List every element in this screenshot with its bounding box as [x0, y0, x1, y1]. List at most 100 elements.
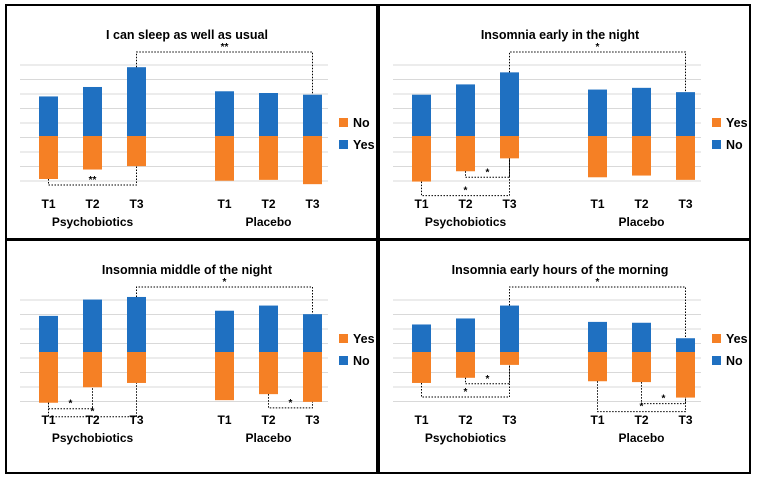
tick-label: T2	[261, 413, 275, 427]
legend-label: Yes	[726, 116, 748, 130]
bar-no	[303, 314, 322, 352]
bar-no	[412, 324, 431, 352]
bar-yes	[456, 136, 475, 171]
tick-label: T1	[217, 413, 231, 427]
tick-label: T1	[41, 197, 55, 211]
tick-label: T2	[634, 197, 648, 211]
bar-yes	[127, 352, 146, 383]
bar-no	[83, 136, 102, 170]
chart-title: Insomnia early hours of the morning	[452, 263, 669, 277]
bar-no	[632, 323, 651, 352]
bar-no	[456, 318, 475, 352]
bar-yes	[632, 352, 651, 382]
bar-yes	[215, 352, 234, 400]
legend-label: No	[726, 138, 743, 152]
chart-title: Insomnia middle of the night	[102, 263, 273, 277]
bar-no	[632, 88, 651, 136]
bar-no	[127, 136, 146, 166]
bar-yes	[39, 352, 58, 403]
bar-yes	[39, 96, 58, 136]
significance-label: *	[662, 394, 666, 405]
tick-label: T2	[458, 413, 472, 427]
bar-yes	[676, 136, 695, 180]
tick-label: T3	[305, 413, 319, 427]
significance-label: *	[596, 42, 600, 53]
significance-label: *	[464, 387, 468, 398]
bar-yes	[259, 352, 278, 394]
tick-label: T2	[458, 197, 472, 211]
group-label: Placebo	[618, 215, 664, 229]
significance-bracket	[137, 52, 313, 95]
legend-label: No	[353, 354, 370, 368]
legend-label: Yes	[353, 138, 375, 152]
tick-label: T2	[85, 197, 99, 211]
bar-yes	[500, 352, 519, 365]
bar-yes	[632, 136, 651, 176]
bar-yes	[588, 136, 607, 177]
bar-yes	[83, 352, 102, 387]
tick-label: T2	[261, 197, 275, 211]
tick-label: T1	[217, 197, 231, 211]
bar-no	[127, 297, 146, 352]
bar-no	[259, 136, 278, 180]
significance-bracket	[137, 287, 313, 314]
significance-label: *	[464, 186, 468, 197]
tick-label: T3	[678, 197, 692, 211]
bar-no	[303, 136, 322, 184]
bar-no	[83, 300, 102, 352]
bar-yes	[412, 352, 431, 383]
bar-yes	[215, 91, 234, 136]
bar-no	[215, 311, 234, 352]
legend-label: Yes	[353, 332, 375, 346]
bar-no	[39, 136, 58, 179]
bar-no	[676, 92, 695, 136]
chart-panel-2: Insomnia early in the night T1 T2 T3 T1 T2 T3 P…	[379, 5, 750, 239]
chart-panel-3: Insomnia middle of the nightT1 T2 T3 T1 T2 T3…	[6, 240, 377, 473]
tick-label: T3	[129, 413, 143, 427]
bar-yes	[456, 352, 475, 378]
legend-swatch	[339, 356, 348, 365]
significance-label: *	[223, 277, 227, 288]
tick-label: T1	[590, 413, 604, 427]
tick-label: T3	[305, 197, 319, 211]
significance-label: *	[69, 399, 73, 410]
significance-label: *	[596, 277, 600, 288]
tick-label: T3	[502, 197, 516, 211]
bar-yes	[127, 67, 146, 136]
bar-yes	[259, 93, 278, 136]
significance-label: **	[221, 42, 229, 53]
group-label: Placebo	[618, 431, 664, 445]
chart-grid: I can sleep as well as usualT1 T2 T3 T1 T2 T3…	[0, 0, 757, 479]
bar-yes	[676, 352, 695, 398]
chart-panel-4: Insomnia early hours of the morning T1 T2 T…	[379, 240, 750, 473]
significance-label: *	[640, 402, 644, 413]
bar-no	[456, 84, 475, 136]
legend-swatch	[712, 118, 721, 127]
figure: I can sleep as well as usual T1 T2 T3 T1 T2 T3…	[0, 0, 757, 479]
bar-no	[39, 316, 58, 352]
bar-no	[500, 306, 519, 352]
tick-label: T1	[414, 413, 428, 427]
bar-no	[259, 306, 278, 352]
group-label: Psychobiotics	[425, 431, 507, 445]
tick-label: T3	[678, 413, 692, 427]
bar-no	[500, 72, 519, 136]
legend-label: No	[726, 354, 743, 368]
bar-no	[676, 338, 695, 352]
significance-label: *	[91, 407, 95, 418]
significance-label: **	[89, 175, 97, 186]
legend-label: No	[353, 116, 370, 130]
chart-panel-1: I can sleep as well as usual T1 T2 T3 T1 T2 T3…	[6, 5, 377, 239]
tick-label: T3	[129, 197, 143, 211]
group-label: Psychobiotics	[52, 215, 134, 229]
bar-yes	[83, 87, 102, 136]
legend-swatch	[712, 140, 721, 149]
chart-title: Insomnia early in the night	[481, 28, 640, 42]
significance-bracket	[510, 52, 686, 92]
tick-label: T1	[590, 197, 604, 211]
bar-no	[215, 136, 234, 181]
legend-swatch	[712, 334, 721, 343]
group-label: Psychobiotics	[52, 431, 134, 445]
group-label: Placebo	[245, 215, 291, 229]
legend-swatch	[712, 356, 721, 365]
